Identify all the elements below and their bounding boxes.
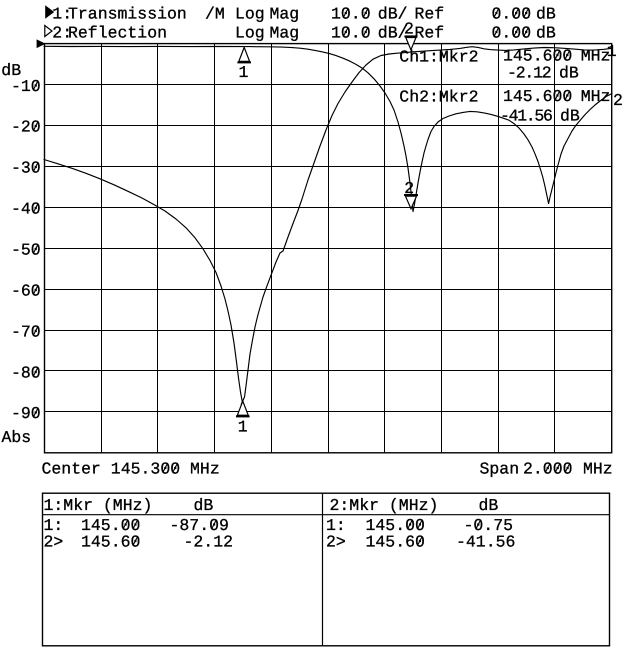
svg-text:0.00: 0.00 xyxy=(492,24,532,43)
svg-text:-90: -90 xyxy=(11,404,41,423)
svg-text:1: 1 xyxy=(607,42,617,61)
svg-text:2:Mkr (MHz): 2:Mkr (MHz) xyxy=(330,496,439,515)
svg-text:145.00: 145.00 xyxy=(81,516,140,535)
svg-text:1: 1 xyxy=(238,418,248,437)
svg-text:-30: -30 xyxy=(11,159,41,178)
svg-text:Mag: Mag xyxy=(270,24,300,43)
svg-text:-80: -80 xyxy=(11,363,41,382)
svg-text:dB/: dB/ xyxy=(378,5,408,24)
svg-text:Ch1:Mkr2: Ch1:Mkr2 xyxy=(399,47,478,66)
svg-text:MHz: MHz xyxy=(583,460,613,479)
svg-text:-41.56: -41.56 xyxy=(500,106,552,125)
svg-text:-2.12: -2.12 xyxy=(184,533,234,552)
svg-text:dB/: dB/ xyxy=(378,24,408,43)
svg-text:1:Mkr (MHz): 1:Mkr (MHz) xyxy=(44,496,153,515)
svg-text:dB: dB xyxy=(194,496,214,515)
svg-text:-2.12: -2.12 xyxy=(507,64,551,83)
svg-text:/M: /M xyxy=(205,5,225,24)
svg-text:10.0: 10.0 xyxy=(331,24,371,43)
svg-text:Reflection: Reflection xyxy=(68,24,167,43)
svg-text:MHz: MHz xyxy=(581,47,611,66)
svg-text:Transmission: Transmission xyxy=(68,5,187,24)
svg-text:Ref: Ref xyxy=(415,5,445,24)
svg-text:Abs: Abs xyxy=(2,428,32,447)
svg-text:-70: -70 xyxy=(11,322,41,341)
svg-text:Log: Log xyxy=(235,24,265,43)
svg-text:dB: dB xyxy=(560,106,580,125)
svg-text:-10: -10 xyxy=(11,77,41,96)
svg-text:-40: -40 xyxy=(11,200,41,219)
svg-text:Ch2:Mkr2: Ch2:Mkr2 xyxy=(399,88,478,107)
svg-text:Ref: Ref xyxy=(415,24,445,43)
svg-text:dB: dB xyxy=(1,61,21,80)
svg-text:-50: -50 xyxy=(11,241,41,260)
svg-text:-60: -60 xyxy=(11,281,41,300)
svg-text:1:: 1: xyxy=(326,516,346,535)
svg-text:0.00: 0.00 xyxy=(492,5,532,24)
svg-text:2: 2 xyxy=(404,179,414,198)
svg-text:145.60: 145.60 xyxy=(366,533,425,552)
svg-text:-20: -20 xyxy=(11,118,41,137)
svg-text:2: 2 xyxy=(613,91,623,110)
svg-text:145.00: 145.00 xyxy=(366,516,425,535)
svg-text:Log: Log xyxy=(235,5,265,24)
svg-text:-87.09: -87.09 xyxy=(170,516,229,535)
svg-text:2: 2 xyxy=(404,20,414,39)
svg-text:2:: 2: xyxy=(52,24,72,43)
svg-text:dB: dB xyxy=(536,24,556,43)
svg-text:145.600: 145.600 xyxy=(503,47,572,66)
svg-text:145.60: 145.60 xyxy=(81,533,140,552)
svg-text:2>: 2> xyxy=(44,533,64,552)
svg-text:145.600: 145.600 xyxy=(503,87,572,106)
svg-text:Center 145.300 MHz: Center 145.300 MHz xyxy=(42,460,220,479)
svg-text:Mag: Mag xyxy=(270,5,300,24)
svg-text:dB: dB xyxy=(559,64,579,83)
svg-text:Span: Span xyxy=(480,460,520,479)
svg-text:-0.75: -0.75 xyxy=(464,516,514,535)
svg-text:2.000: 2.000 xyxy=(523,460,573,479)
svg-text:1:: 1: xyxy=(44,516,64,535)
svg-text:1: 1 xyxy=(239,63,249,82)
svg-text:dB: dB xyxy=(536,5,556,24)
svg-text:MHz: MHz xyxy=(581,87,611,106)
svg-text:-41.56: -41.56 xyxy=(456,533,515,552)
svg-text:1:: 1: xyxy=(52,5,72,24)
svg-text:dB: dB xyxy=(479,496,499,515)
svg-text:2>: 2> xyxy=(326,533,346,552)
svg-text:10.0: 10.0 xyxy=(331,5,371,24)
